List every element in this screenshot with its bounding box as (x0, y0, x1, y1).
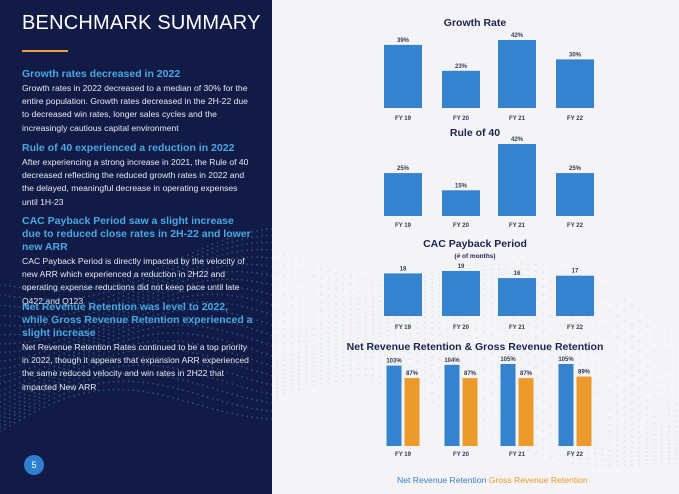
data-label: 42% (511, 33, 524, 39)
x-tick-label: FY 21 (509, 325, 526, 331)
data-label: 19 (458, 264, 465, 270)
data-label: 87% (464, 371, 477, 377)
section-heading: Net Revenue Retention was level to 2022,… (22, 301, 253, 339)
data-label: 87% (520, 371, 533, 377)
bar (442, 70, 480, 108)
x-tick-label: FY 19 (395, 452, 412, 458)
x-tick-label: FY 21 (509, 452, 526, 458)
data-label: 23% (455, 64, 468, 70)
x-tick-label: FY 22 (567, 452, 584, 458)
x-tick-label: FY 20 (453, 116, 470, 122)
x-tick-label: FY 19 (395, 325, 412, 331)
bar (442, 190, 480, 216)
data-label: 25% (397, 166, 410, 172)
bar (556, 275, 594, 316)
data-label: 105% (500, 357, 516, 363)
x-tick-label: FY 20 (453, 452, 470, 458)
data-label: 18 (400, 266, 407, 272)
title-underline (22, 50, 68, 52)
section-body: Net Revenue Retention Rates continued to… (22, 342, 249, 392)
x-tick-label: FY 19 (395, 223, 412, 229)
data-label: 89% (578, 370, 591, 376)
data-label: 25% (569, 166, 582, 172)
data-label: 103% (386, 359, 402, 365)
bar (384, 173, 422, 216)
data-label: 17 (572, 269, 579, 275)
bar (518, 378, 534, 446)
charts-panel: Growth Rate FY 19 39% FY 20 23% FY 21 42% FY 22… (272, 0, 679, 494)
section-body: Growth rates in 2022 decreased to a medi… (22, 83, 248, 133)
bar (498, 144, 536, 216)
bar (384, 273, 422, 316)
bar (404, 378, 420, 446)
dot-pattern-decoration (0, 227, 272, 433)
bar (442, 271, 480, 316)
bar (556, 59, 594, 108)
data-label: 42% (511, 137, 524, 143)
section-revenue-retention: Net Revenue Retention was level to 2022,… (22, 301, 254, 394)
x-tick-label: FY 19 (395, 116, 412, 122)
section-heading: CAC Payback Period saw a slight increase… (22, 215, 251, 253)
data-label: 87% (406, 371, 419, 377)
benchmark-charts: Growth Rate FY 19 39% FY 20 23% FY 21 42% FY 22… (347, 17, 604, 458)
bar (498, 40, 536, 108)
page-number-badge: 5 (24, 455, 44, 475)
dot-pattern-decoration (275, 251, 678, 466)
chart-title: Net Revenue Retention & Gross Revenue Re… (347, 341, 604, 353)
chart-legend: Net Revenue Retention Gross Revenue Rete… (397, 475, 588, 485)
section-rule-of-40: Rule of 40 experienced a reduction in 20… (22, 142, 254, 209)
bar (576, 376, 592, 446)
x-tick-label: FY 22 (567, 325, 584, 331)
data-label: 15% (455, 183, 468, 189)
bar (384, 44, 422, 108)
section-heading: Growth rates decreased in 2022 (22, 68, 181, 80)
chart-title: CAC Payback Period (423, 238, 527, 250)
bar (558, 364, 574, 446)
x-tick-label: FY 22 (567, 116, 584, 122)
legend-gross-revenue-retention: Gross Revenue Retention (488, 475, 588, 485)
bar (498, 278, 536, 316)
x-tick-label: FY 20 (453, 325, 470, 331)
data-label: 105% (558, 357, 574, 363)
legend-net-revenue-retention: Net Revenue Retention (397, 475, 487, 485)
section-body: After experiencing a strong increase in … (22, 157, 249, 207)
x-tick-label: FY 21 (509, 223, 526, 229)
x-tick-label: FY 21 (509, 116, 526, 122)
bar (386, 365, 402, 446)
chart-subtitle: (# of months) (454, 253, 495, 260)
data-label: 16 (514, 271, 521, 277)
x-tick-label: FY 20 (453, 223, 470, 229)
data-label: 39% (397, 38, 410, 44)
section-body: CAC Payback Period is directly impacted … (22, 256, 245, 306)
bar (556, 173, 594, 216)
data-label: 104% (444, 358, 460, 364)
section-heading: Rule of 40 experienced a reduction in 20… (22, 142, 235, 154)
chart-title: Growth Rate (444, 17, 507, 29)
chart-title: Rule of 40 (450, 127, 500, 139)
section-growth-rates: Growth rates decreased in 2022 Growth ra… (22, 68, 254, 135)
page-title: BENCHMARK SUMMARY (22, 12, 261, 34)
bar (462, 378, 478, 446)
section-cac-payback: CAC Payback Period saw a slight increase… (22, 215, 254, 308)
left-panel: BENCHMARK SUMMARY Growth rates decreased… (0, 0, 272, 494)
bar (444, 364, 460, 446)
bar (500, 364, 516, 446)
x-tick-label: FY 22 (567, 223, 584, 229)
data-label: 30% (569, 52, 582, 58)
